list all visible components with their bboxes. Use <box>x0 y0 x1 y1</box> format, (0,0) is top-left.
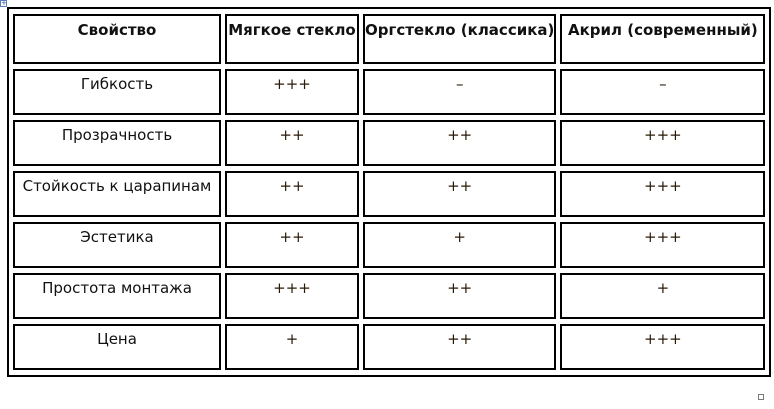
table-resize-handle[interactable] <box>758 394 764 400</box>
header-soft-glass: Мягкое стекло <box>225 14 359 64</box>
table-row: Прозрачность ++ ++ +++ <box>13 120 766 166</box>
header-row: Свойство Мягкое стекло Оргстекло (класси… <box>13 14 766 64</box>
header-acrylic: Акрил (современный) <box>560 14 766 64</box>
table-row: Стойкость к царапинам ++ ++ +++ <box>13 171 766 217</box>
property-cell: Стойкость к царапинам <box>13 171 221 217</box>
rating-cell: +++ <box>560 324 766 370</box>
rating-cell: +++ <box>225 273 359 319</box>
rating-cell: + <box>225 324 359 370</box>
table-move-handle-icon[interactable]: + <box>0 0 7 7</box>
rating-cell: – <box>363 69 557 115</box>
rating-cell: + <box>560 273 766 319</box>
rating-cell: ++ <box>363 273 557 319</box>
property-cell: Цена <box>13 324 221 370</box>
rating-cell: ++ <box>225 222 359 268</box>
table-row: Простота монтажа +++ ++ + <box>13 273 766 319</box>
rating-cell: ++ <box>225 120 359 166</box>
table-row: Эстетика ++ + +++ <box>13 222 766 268</box>
rating-cell: ++ <box>363 171 557 217</box>
rating-cell: +++ <box>560 222 766 268</box>
property-cell: Простота монтажа <box>13 273 221 319</box>
header-plexiglass: Оргстекло (классика) <box>363 14 557 64</box>
rating-cell: +++ <box>225 69 359 115</box>
rating-cell: +++ <box>560 120 766 166</box>
rating-cell: ++ <box>225 171 359 217</box>
comparison-table: Свойство Мягкое стекло Оргстекло (класси… <box>7 7 772 377</box>
property-cell: Гибкость <box>13 69 221 115</box>
rating-cell: ++ <box>363 324 557 370</box>
table-row: Цена + ++ +++ <box>13 324 766 370</box>
rating-cell: +++ <box>560 171 766 217</box>
rating-cell: ++ <box>363 120 557 166</box>
header-property: Свойство <box>13 14 221 64</box>
table-row: Гибкость +++ – – <box>13 69 766 115</box>
rating-cell: + <box>363 222 557 268</box>
property-cell: Прозрачность <box>13 120 221 166</box>
property-cell: Эстетика <box>13 222 221 268</box>
rating-cell: – <box>560 69 766 115</box>
